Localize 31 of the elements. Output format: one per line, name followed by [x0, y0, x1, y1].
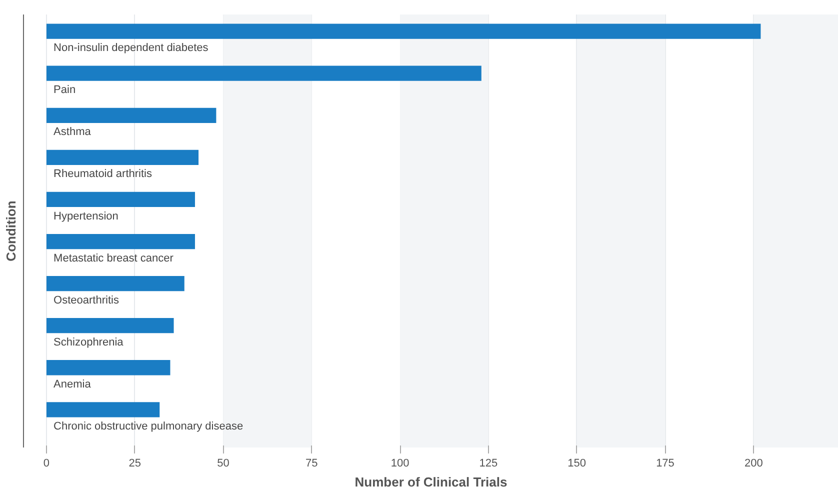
y-tick-label: Schizophrenia: [54, 336, 124, 348]
y-tick-label: Anemia: [54, 378, 92, 390]
bar: [46, 150, 199, 165]
y-tick-label: Rheumatoid arthritis: [54, 168, 152, 180]
x-tick-label: 50: [217, 458, 230, 470]
bar: [46, 192, 195, 208]
y-tick-label: Asthma: [54, 126, 92, 138]
bar: [46, 108, 216, 123]
bar: [46, 360, 170, 376]
bar: [46, 234, 195, 250]
bar: [46, 318, 174, 334]
y-axis-title: Condition: [4, 200, 18, 262]
y-tick-label: Metastatic breast cancer: [54, 252, 174, 264]
x-tick-label: 200: [744, 458, 763, 470]
bar: [46, 66, 482, 81]
y-tick-label: Chronic obstructive pulmonary disease: [54, 420, 244, 432]
bar: [46, 24, 761, 39]
x-axis-title: Number of Clinical Trials: [354, 474, 508, 490]
y-tick-label: Pain: [54, 84, 76, 96]
bar: [46, 276, 184, 292]
x-tick-label: 75: [306, 458, 318, 470]
y-tick-label: Non-insulin dependent diabetes: [54, 42, 209, 54]
x-tick-label: 150: [568, 458, 586, 470]
x-tick-label: 175: [656, 458, 674, 470]
y-tick-label: Hypertension: [54, 210, 118, 222]
x-tick-label: 0: [43, 458, 50, 470]
x-tick-label: 25: [128, 458, 142, 470]
x-tick-label: 100: [390, 458, 410, 470]
y-tick-label: Osteoarthritis: [54, 294, 120, 306]
x-tick-label: 125: [479, 458, 498, 470]
bar: [46, 402, 160, 418]
